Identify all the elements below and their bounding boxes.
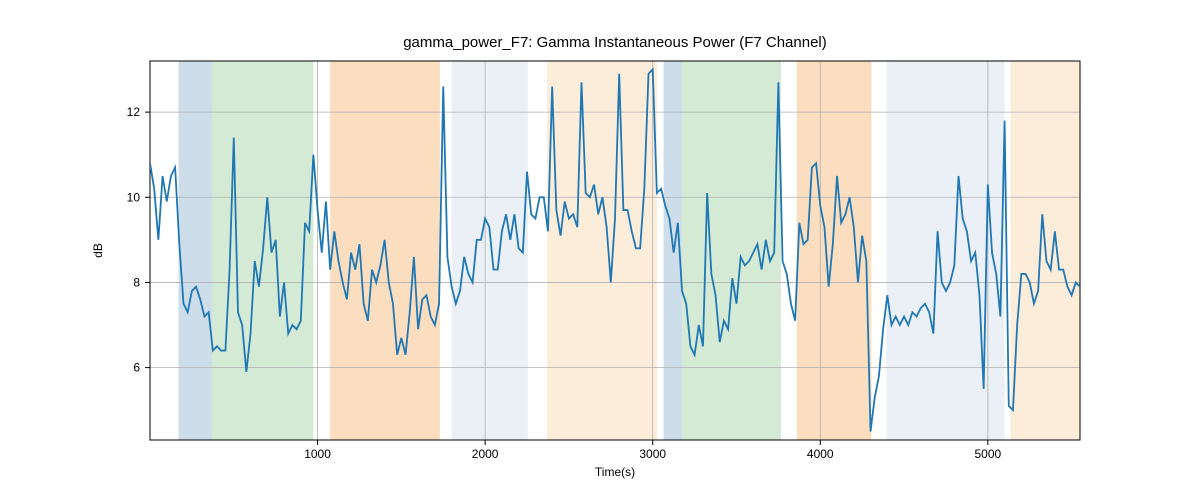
band: [547, 61, 657, 440]
y-tick-label: 8: [133, 275, 140, 289]
y-axis-label: dB: [91, 243, 105, 258]
line-chart: gamma_power_F7: Gamma Instantaneous Powe…: [0, 0, 1200, 500]
x-axis-label: Time(s): [595, 465, 635, 479]
band: [452, 61, 528, 440]
x-tick-label: 3000: [639, 447, 666, 461]
y-tick-label: 12: [127, 105, 141, 119]
x-tick-label: 1000: [304, 447, 331, 461]
x-tick-label: 2000: [472, 447, 499, 461]
chart-container: gamma_power_F7: Gamma Instantaneous Powe…: [0, 0, 1200, 500]
y-tick-label: 6: [133, 361, 140, 375]
chart-title: gamma_power_F7: Gamma Instantaneous Powe…: [403, 34, 827, 51]
x-tick-label: 5000: [974, 447, 1001, 461]
background-bands: [178, 61, 1080, 440]
y-ticks: 6 8 10 12: [127, 105, 150, 375]
x-ticks: 1000 2000 3000 4000 5000: [304, 440, 1001, 461]
band: [682, 61, 781, 440]
x-tick-label: 4000: [807, 447, 834, 461]
band: [178, 61, 212, 440]
y-tick-label: 10: [127, 190, 141, 204]
